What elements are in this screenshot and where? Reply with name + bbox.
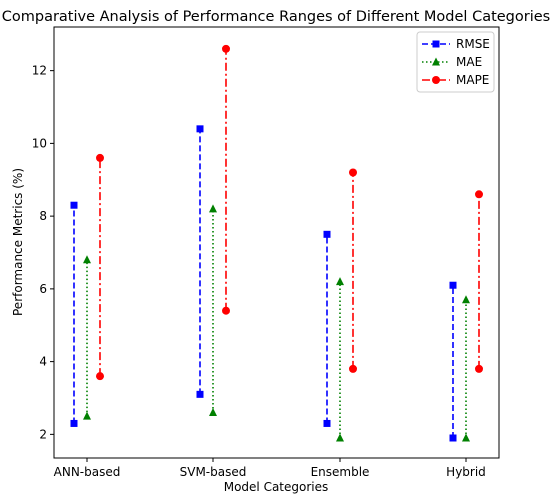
min-marker [83,411,91,420]
y-tick-label: 2 [39,427,47,441]
min-marker [222,306,230,315]
legend: RMSE MAE MAPE [416,31,495,93]
max-marker [449,281,457,289]
max-marker [349,168,357,177]
min-marker [96,372,104,381]
min-marker [336,433,344,442]
legend-marker [432,57,440,66]
max-marker [83,255,91,264]
legend-item-mape: MAPE [422,73,489,87]
legend-label: MAE [456,55,482,69]
max-marker [96,153,104,162]
x-tick-label: Hybrid [446,465,486,479]
legend-label: MAPE [456,73,489,87]
plot-area [53,26,500,459]
min-marker [449,434,457,442]
legend-marker [432,40,440,48]
y-tick-label: 12 [32,64,47,78]
max-marker [462,295,470,304]
x-axis-label: Model Categories [224,480,329,494]
legend-marker [432,76,440,84]
min-marker [349,364,357,373]
min-marker [475,364,483,373]
y-axis: 2 4 6 8 10 12 [32,64,54,441]
min-marker [323,419,331,427]
x-axis: ANN-based SVM-based Ensemble Hybrid [54,458,486,479]
max-marker [209,204,217,213]
min-marker [196,390,204,398]
series-rmse [70,125,457,442]
max-marker [336,277,344,286]
y-tick-label: 4 [39,355,47,369]
x-tick-label: ANN-based [54,465,121,479]
x-tick-label: Ensemble [311,465,370,479]
chart-title: Comparative Analysis of Performance Rang… [2,9,550,25]
min-marker [70,419,78,427]
series-mae [83,204,470,442]
y-axis-label: Performance Metrics (%) [11,168,25,316]
min-marker [462,433,470,442]
max-marker [323,230,331,238]
y-tick-label: 6 [39,282,47,296]
y-tick-label: 8 [39,209,47,223]
max-marker [475,190,483,199]
max-marker [222,44,230,53]
series-mape [96,44,483,381]
legend-label: RMSE [456,37,490,51]
max-marker [70,201,78,209]
max-marker [196,125,204,133]
y-tick-label: 10 [32,136,47,150]
min-marker [209,408,217,417]
legend-item-rmse: RMSE [422,37,490,51]
legend-item-mae: MAE [422,55,482,69]
series-layer [70,44,483,442]
x-tick-label: SVM-based [180,465,247,479]
